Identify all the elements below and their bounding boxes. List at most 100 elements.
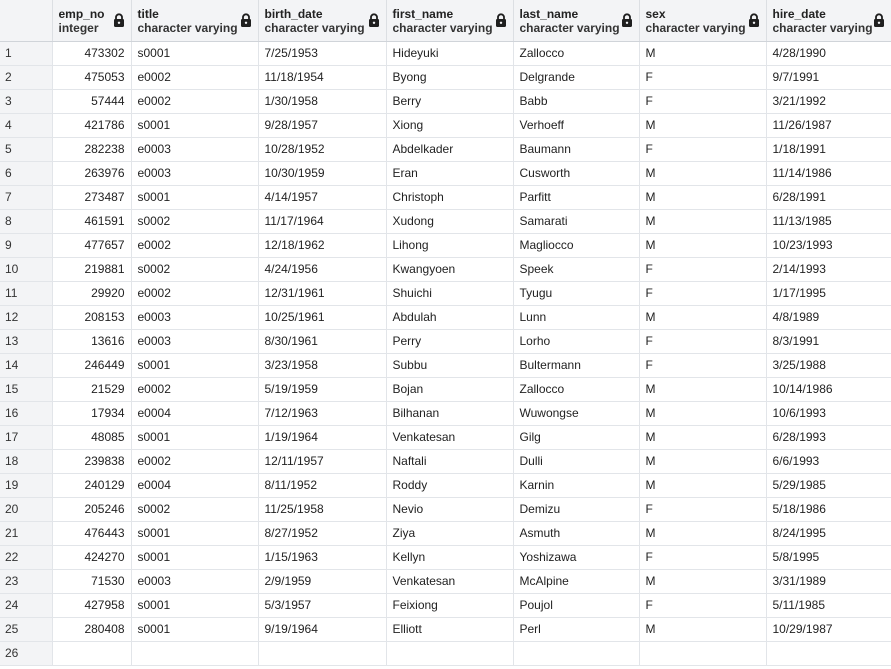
emp-no-cell[interactable]: 48085 <box>52 425 132 450</box>
sex-cell[interactable]: F <box>639 593 767 618</box>
sex-cell[interactable]: F <box>639 137 767 162</box>
birth-date-cell[interactable]: 8/27/1952 <box>258 521 387 546</box>
table-row[interactable]: 21 476443 s0001 8/27/1952 Ziya Asmuth M 8/24/19… <box>0 521 891 546</box>
hire-date-cell[interactable]: 3/25/1988 <box>766 353 891 378</box>
row-number[interactable]: 5 <box>0 137 53 162</box>
last-name-cell[interactable]: Speek <box>513 257 640 282</box>
table-row[interactable]: 20 205246 s0002 11/25/1958 Nevio Demizu F 5/18/… <box>0 497 891 522</box>
title-cell[interactable]: s0002 <box>131 257 259 282</box>
sex-cell[interactable]: M <box>639 377 767 402</box>
hire-date-cell[interactable]: 10/23/1993 <box>766 233 891 258</box>
sex-cell[interactable]: M <box>639 305 767 330</box>
row-number[interactable]: 18 <box>0 449 53 474</box>
sex-cell[interactable]: F <box>639 257 767 282</box>
hire-date-cell[interactable]: 3/31/1989 <box>766 569 891 594</box>
title-cell[interactable] <box>131 641 259 666</box>
sex-cell[interactable]: M <box>639 473 767 498</box>
table-row[interactable]: 24 427958 s0001 5/3/1957 Feixiong Poujol F 5/11… <box>0 593 891 618</box>
sex-cell[interactable]: M <box>639 401 767 426</box>
last-name-cell[interactable]: Asmuth <box>513 521 640 546</box>
hire-date-cell[interactable]: 10/6/1993 <box>766 401 891 426</box>
table-row[interactable]: 4 421786 s0001 9/28/1957 Xiong Verhoeff M 11/26… <box>0 113 891 138</box>
first-name-cell[interactable]: Xudong <box>386 209 514 234</box>
table-row[interactable]: 7 273487 s0001 4/14/1957 Christoph Parfitt M 6/… <box>0 185 891 210</box>
sex-cell[interactable]: M <box>639 233 767 258</box>
birth-date-cell[interactable]: 12/11/1957 <box>258 449 387 474</box>
hire-date-cell[interactable]: 2/14/1993 <box>766 257 891 282</box>
hire-date-cell[interactable]: 1/18/1991 <box>766 137 891 162</box>
sex-cell[interactable]: F <box>639 497 767 522</box>
sex-cell[interactable]: F <box>639 329 767 354</box>
row-number[interactable]: 26 <box>0 641 53 666</box>
hire-date-cell[interactable]: 11/26/1987 <box>766 113 891 138</box>
birth-date-cell[interactable]: 11/17/1964 <box>258 209 387 234</box>
table-row[interactable]: 19 240129 e0004 8/11/1952 Roddy Karnin M 5/29/1… <box>0 473 891 498</box>
hire-date-cell[interactable]: 10/29/1987 <box>766 617 891 642</box>
title-cell[interactable]: e0003 <box>131 137 259 162</box>
emp-no-cell[interactable]: 424270 <box>52 545 132 570</box>
table-row[interactable]: 3 57444 e0002 1/30/1958 Berry Babb F 3/21/1992 <box>0 89 891 114</box>
title-cell[interactable]: s0001 <box>131 545 259 570</box>
first-name-cell[interactable]: Subbu <box>386 353 514 378</box>
emp-no-cell[interactable]: 71530 <box>52 569 132 594</box>
emp-no-cell[interactable]: 263976 <box>52 161 132 186</box>
row-number[interactable]: 2 <box>0 65 53 90</box>
last-name-cell[interactable]: Babb <box>513 89 640 114</box>
title-cell[interactable]: e0002 <box>131 65 259 90</box>
last-name-cell[interactable]: Yoshizawa <box>513 545 640 570</box>
hire-date-cell[interactable]: 5/18/1986 <box>766 497 891 522</box>
birth-date-cell[interactable]: 1/19/1964 <box>258 425 387 450</box>
last-name-cell[interactable]: Baumann <box>513 137 640 162</box>
first-name-cell[interactable]: Christoph <box>386 185 514 210</box>
sex-cell[interactable]: F <box>639 353 767 378</box>
first-name-cell[interactable]: Hideyuki <box>386 41 514 66</box>
first-name-cell[interactable]: Feixiong <box>386 593 514 618</box>
first-name-cell[interactable]: Ziya <box>386 521 514 546</box>
table-row[interactable]: 13 13616 e0003 8/30/1961 Perry Lorho F 8/3/1991 <box>0 329 891 354</box>
sex-cell[interactable]: F <box>639 545 767 570</box>
column-header-sex[interactable]: sex character varying <box>639 0 767 42</box>
emp-no-cell[interactable]: 475053 <box>52 65 132 90</box>
row-number[interactable]: 1 <box>0 41 53 66</box>
sex-cell[interactable]: M <box>639 449 767 474</box>
row-number[interactable]: 10 <box>0 257 53 282</box>
table-row[interactable]: 9 477657 e0002 12/18/1962 Lihong Magliocco M 10… <box>0 233 891 258</box>
last-name-cell[interactable]: Parfitt <box>513 185 640 210</box>
title-cell[interactable]: s0001 <box>131 521 259 546</box>
birth-date-cell[interactable]: 4/24/1956 <box>258 257 387 282</box>
first-name-cell[interactable]: Eran <box>386 161 514 186</box>
last-name-cell[interactable]: Wuwongse <box>513 401 640 426</box>
row-number[interactable]: 25 <box>0 617 53 642</box>
column-header-emp-no[interactable]: emp_no integer <box>52 0 132 42</box>
title-cell[interactable]: s0001 <box>131 113 259 138</box>
last-name-cell[interactable]: Cusworth <box>513 161 640 186</box>
first-name-cell[interactable]: Shuichi <box>386 281 514 306</box>
sex-cell[interactable]: M <box>639 209 767 234</box>
table-row[interactable]: 14 246449 s0001 3/23/1958 Subbu Bultermann F 3/… <box>0 353 891 378</box>
birth-date-cell[interactable]: 11/25/1958 <box>258 497 387 522</box>
sex-cell[interactable]: F <box>639 65 767 90</box>
sex-cell[interactable]: M <box>639 569 767 594</box>
last-name-cell[interactable]: Samarati <box>513 209 640 234</box>
row-number[interactable]: 6 <box>0 161 53 186</box>
row-number[interactable]: 11 <box>0 281 53 306</box>
last-name-cell[interactable]: Magliocco <box>513 233 640 258</box>
emp-no-cell[interactable]: 13616 <box>52 329 132 354</box>
hire-date-cell[interactable]: 3/21/1992 <box>766 89 891 114</box>
last-name-cell[interactable]: Bultermann <box>513 353 640 378</box>
hire-date-cell[interactable]: 8/24/1995 <box>766 521 891 546</box>
last-name-cell[interactable]: Delgrande <box>513 65 640 90</box>
first-name-cell[interactable]: Venkatesan <box>386 569 514 594</box>
table-row[interactable]: 18 239838 e0002 12/11/1957 Naftali Dulli M 6/6/… <box>0 449 891 474</box>
row-number[interactable]: 3 <box>0 89 53 114</box>
title-cell[interactable]: e0002 <box>131 233 259 258</box>
row-number-header[interactable] <box>0 0 53 42</box>
birth-date-cell[interactable]: 5/3/1957 <box>258 593 387 618</box>
emp-no-cell[interactable] <box>52 641 132 666</box>
emp-no-cell[interactable]: 473302 <box>52 41 132 66</box>
first-name-cell[interactable]: Byong <box>386 65 514 90</box>
hire-date-cell[interactable]: 4/28/1990 <box>766 41 891 66</box>
column-header-hire-date[interactable]: hire_date character varying <box>766 0 891 42</box>
title-cell[interactable]: s0002 <box>131 209 259 234</box>
first-name-cell[interactable]: Abdulah <box>386 305 514 330</box>
